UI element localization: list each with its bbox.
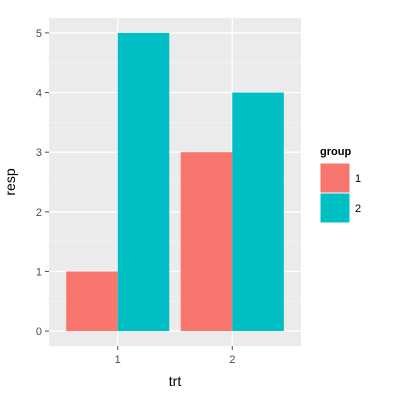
legend: group 1 2 — [319, 146, 361, 224]
legend-key-2 — [319, 192, 351, 224]
y-axis: 0 1 2 3 4 5 — [36, 28, 49, 338]
bar-group-2-trt-2 — [232, 92, 284, 332]
bar-group-2-trt-1 — [117, 32, 170, 332]
x-tick-label: 1 — [115, 354, 121, 366]
y-tick-label: 1 — [36, 266, 42, 278]
x-tick-label: 2 — [229, 354, 235, 366]
legend-key-1 — [319, 162, 351, 194]
legend-title: group — [320, 146, 351, 158]
y-tick-label: 3 — [36, 147, 42, 159]
bars — [66, 32, 284, 332]
y-tick-label: 5 — [36, 28, 42, 40]
bar-group-1-trt-2 — [180, 152, 233, 332]
y-tick-label: 2 — [36, 207, 42, 219]
y-axis-title: resp — [2, 168, 18, 195]
x-axis-title: trt — [169, 373, 182, 389]
legend-label-2: 2 — [355, 203, 361, 215]
legend-label-1: 1 — [355, 173, 361, 185]
bar-group-1-trt-1 — [66, 271, 118, 332]
y-tick-label: 4 — [36, 88, 42, 100]
y-tick-label: 0 — [36, 326, 42, 338]
